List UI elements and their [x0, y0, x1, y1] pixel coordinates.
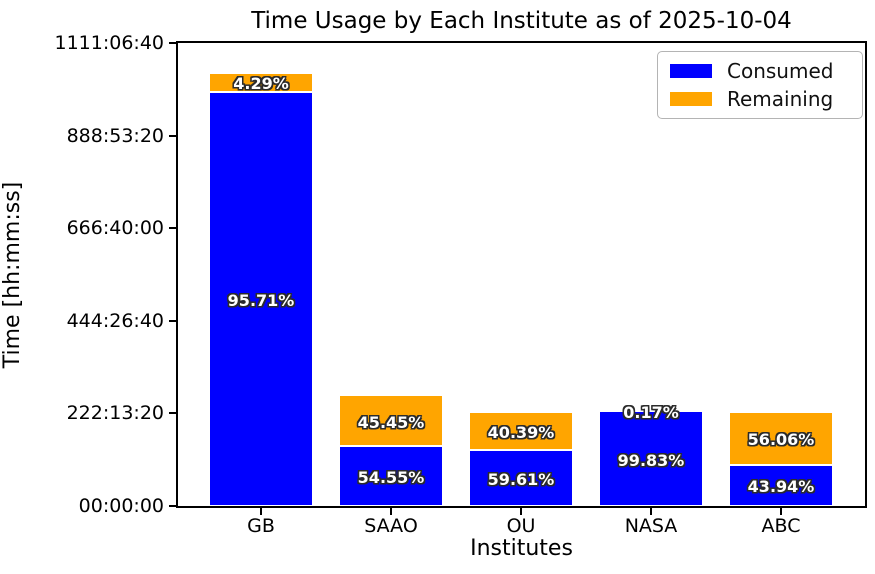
x-tick-label-ou: OU — [506, 515, 536, 537]
bar-saao-remaining-segment — [339, 395, 443, 446]
x-tick-label-gb: GB — [247, 515, 275, 537]
x-tick-mark — [390, 508, 392, 515]
bar-gb-remaining-segment — [209, 73, 313, 92]
x-tick-label-saao: SAAO — [364, 515, 418, 537]
legend-entry-remaining: Remaining — [670, 87, 850, 111]
legend-label-consumed: Consumed — [727, 59, 834, 84]
y-tick-mark — [169, 412, 176, 415]
y-tick-label: 444:26:40 — [66, 309, 164, 332]
bar-gb-consumed-segment — [209, 91, 313, 506]
bar-nasa-remaining-segment — [599, 409, 703, 412]
bar-saao-consumed-segment — [339, 445, 443, 506]
x-tick-mark — [780, 508, 782, 515]
bar-nasa-consumed-segment — [599, 411, 703, 506]
legend-entry-consumed: Consumed — [670, 59, 850, 83]
y-tick-mark — [169, 42, 176, 44]
x-tick-mark — [650, 508, 652, 515]
consumed-swatch-icon — [670, 64, 712, 79]
y-tick-label: 888:53:20 — [66, 124, 164, 147]
y-tick-mark — [169, 319, 176, 322]
bar-ou-remaining-segment — [469, 412, 573, 450]
bar-abc-consumed-segment — [729, 464, 833, 506]
chart-title: Time Usage by Each Institute as of 2025-… — [251, 8, 792, 34]
y-tick-label: 00:00:00 — [78, 495, 164, 517]
y-tick-label: 222:13:20 — [66, 402, 164, 425]
y-tick-label: 666:40:00 — [66, 217, 164, 240]
y-tick-mark — [169, 227, 176, 230]
x-tick-mark — [520, 508, 522, 515]
x-axis-label: Institutes — [470, 536, 573, 561]
x-tick-mark — [260, 508, 262, 515]
legend-label-remaining: Remaining — [727, 86, 834, 111]
y-tick-mark — [169, 134, 176, 137]
y-tick-label: 1111:06:40 — [54, 32, 164, 54]
bar-ou-consumed-segment — [469, 449, 573, 506]
legend: Consumed Remaining — [657, 51, 863, 119]
y-tick-mark — [169, 505, 176, 507]
x-tick-label-nasa: NASA — [624, 515, 678, 537]
remaining-swatch-icon — [670, 91, 712, 106]
bar-abc-remaining-segment — [729, 412, 833, 465]
x-tick-label-abc: ABC — [761, 515, 801, 537]
